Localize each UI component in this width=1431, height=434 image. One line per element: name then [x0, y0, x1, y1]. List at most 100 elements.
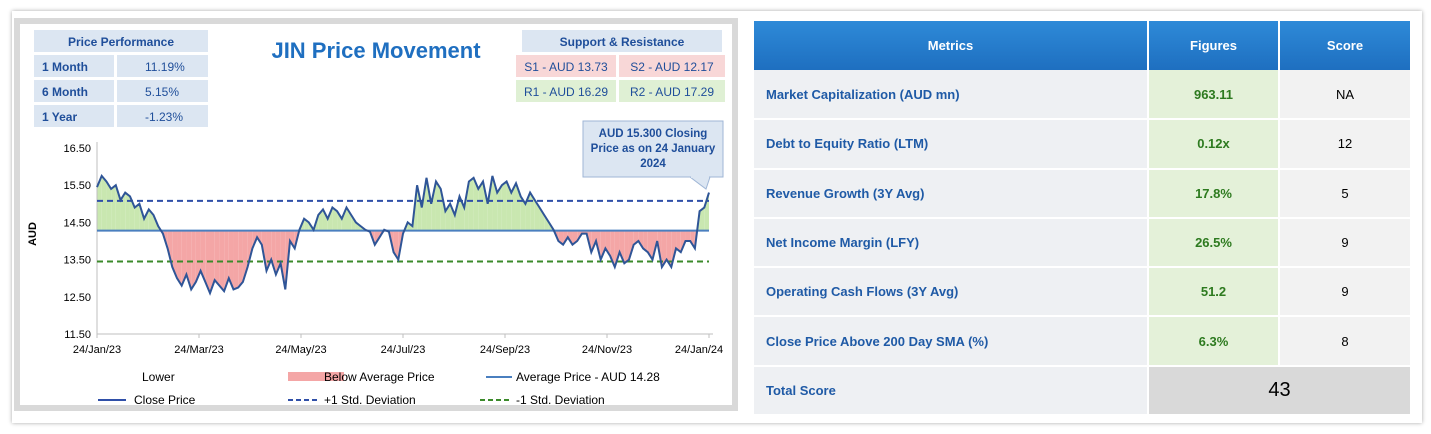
above-average-area	[337, 211, 342, 231]
total-score-value: 43	[1148, 365, 1412, 417]
metric-figure: 6.3%	[1148, 316, 1280, 367]
above-average-area	[322, 209, 328, 231]
chart-title: JIN Price Movement	[271, 38, 481, 63]
above-average-area	[144, 209, 149, 231]
above-average-area	[120, 192, 126, 231]
table-row: Close Price Above 200 Day SMA (%) 6.3% 8	[754, 316, 1412, 367]
header-score: Score	[1279, 21, 1412, 70]
metric-name: Revenue Growth (3Y Avg)	[754, 168, 1149, 219]
below-average-area	[275, 230, 281, 275]
below-average-area	[680, 230, 686, 253]
below-average-area	[591, 230, 597, 253]
below-average-area	[177, 230, 182, 286]
legend-below-avg-swatch	[288, 372, 344, 381]
x-tick-label: 24/Nov/23	[582, 344, 632, 356]
below-average-area	[685, 230, 691, 241]
pp-row-label-bg	[34, 55, 114, 77]
below-average-area	[619, 230, 625, 264]
metric-score: 8	[1279, 316, 1412, 367]
axis-ticks: 16.50 15.50 14.50 13.50 12.50 11.50 24/Jan/23 2…	[63, 143, 723, 356]
metric-figure: 26.5%	[1148, 217, 1280, 269]
pp-row-value-bg	[117, 80, 208, 102]
above-average-area	[511, 183, 516, 231]
y-axis-label: AUD	[27, 222, 39, 246]
y-tick-label: 15.50	[63, 180, 91, 192]
y-tick-label: 14.50	[63, 217, 91, 229]
legend-plus-std: +1 Std. Deviation	[324, 393, 416, 405]
y-tick-label: 16.50	[63, 143, 91, 155]
above-average-area	[106, 181, 112, 231]
below-average-area	[628, 230, 634, 260]
above-average-area	[534, 200, 540, 231]
above-average-area	[97, 175, 102, 231]
above-average-area	[530, 192, 535, 231]
above-average-area	[520, 196, 526, 231]
below-average-area	[200, 230, 206, 282]
above-average-area	[101, 175, 107, 231]
x-tick-label: 24/Jul/23	[381, 344, 426, 356]
pp-row-label-bg	[34, 80, 114, 102]
pp-row-value: 5.15%	[145, 85, 179, 99]
below-average-area	[181, 230, 187, 286]
sr-title: Support & Resistance	[560, 35, 685, 49]
support-2: S2 - AUD 12.17	[630, 60, 714, 74]
below-average-area	[271, 230, 276, 275]
callout-line: 2024	[640, 158, 666, 170]
pp-row-value-bg	[117, 105, 208, 127]
below-average-area	[214, 230, 220, 286]
metric-name: Debt to Equity Ratio (LTM)	[754, 119, 1149, 170]
above-average-area	[134, 203, 140, 231]
metrics-panel: Metrics Figures Score Market Capitalizat…	[754, 21, 1412, 417]
below-average-area	[247, 230, 253, 268]
table-row: Net Income Margin (LFY) 26.5% 9	[754, 217, 1412, 269]
above-average-area	[435, 181, 441, 231]
x-tick-label: 24/Jan/24	[675, 344, 723, 356]
metric-score: NA	[1279, 70, 1412, 121]
pp-row-label-bg	[34, 105, 114, 127]
metrics-header-row: Metrics Figures Score	[754, 21, 1412, 70]
above-average-area	[464, 181, 469, 231]
above-average-area	[506, 181, 512, 231]
x-tick-label: 24/May/23	[275, 344, 326, 356]
above-average-area	[417, 185, 422, 231]
x-tick-label: 24/Jan/23	[73, 344, 121, 356]
callout-bg	[582, 120, 724, 178]
below-average-area	[290, 230, 295, 249]
below-average-area	[676, 230, 681, 253]
above-average-area	[497, 185, 502, 231]
support-1: S1 - AUD 13.73	[524, 60, 608, 74]
metric-figure: 0.12x	[1148, 119, 1280, 170]
legend-close: Close Price	[134, 393, 196, 405]
above-average-area	[468, 177, 474, 231]
pp-row-value: -1.23%	[145, 110, 183, 124]
below-average-area	[186, 230, 192, 290]
pp-row-label: 1 Year	[42, 110, 77, 124]
above-average-area	[341, 207, 347, 231]
metric-name: Net Income Margin (LFY)	[754, 217, 1149, 269]
legend: Lower Below Average Price Average Price …	[98, 370, 660, 405]
close-price-line	[96, 174, 710, 296]
above-average-area	[426, 177, 432, 231]
below-average-area	[600, 230, 606, 260]
x-tick-label: 24/Mar/23	[174, 344, 224, 356]
table-row: Revenue Growth (3Y Avg) 17.8% 5	[754, 168, 1412, 219]
price-chart: Price Performance 1 Month 11.19% 6 Month…	[27, 30, 725, 405]
above-average-area	[478, 181, 484, 231]
above-average-area	[440, 188, 446, 231]
legend-avg: Average Price - AUD 14.28	[516, 370, 660, 384]
below-average-area	[666, 230, 672, 268]
below-average-area	[661, 230, 667, 268]
metrics-table: Metrics Figures Score Market Capitalizat…	[754, 21, 1412, 417]
price-performance-header-bg	[34, 30, 208, 52]
above-average-area	[487, 175, 493, 231]
y-tick-label: 11.50	[64, 329, 91, 341]
pp-row-label: 6 Month	[42, 85, 88, 99]
above-average-area	[699, 207, 705, 231]
below-average-area	[191, 230, 196, 290]
above-average-area	[351, 214, 356, 231]
above-average-area	[111, 185, 116, 231]
below-average-area	[224, 230, 229, 292]
below-average-area	[233, 230, 239, 290]
above-average-area	[544, 214, 549, 231]
below-average-area	[172, 230, 178, 279]
